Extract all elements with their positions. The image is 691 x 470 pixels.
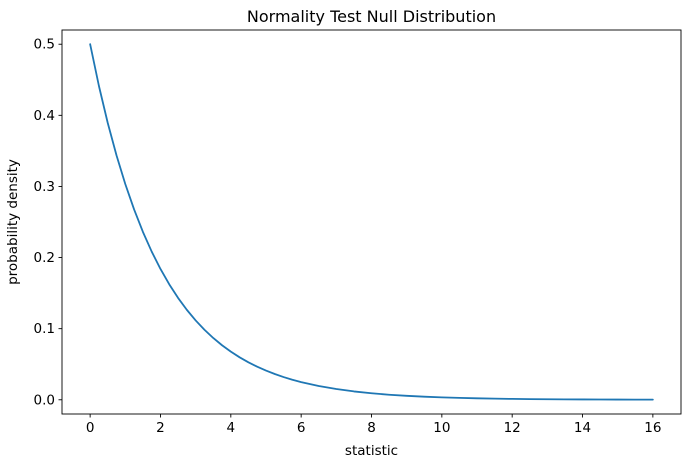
x-tick-label: 4 [227,420,236,436]
y-axis-label: probability density [5,159,21,285]
y-tick-label: 0.4 [34,108,55,124]
x-axis-label: statistic [345,443,398,459]
density-curve [89,43,654,401]
y-tick-label: 0.2 [34,250,55,266]
x-tick-label: 16 [644,420,661,436]
x-tick-label: 0 [86,420,95,436]
x-tick-label: 6 [297,420,306,436]
x-tick-label: 12 [504,420,521,436]
y-tick-label: 0.3 [34,179,55,195]
x-tick-label: 2 [156,420,165,436]
x-tick-label: 14 [574,420,591,436]
y-tick-label: 0.0 [34,392,55,408]
plot-area: 0 2 4 6 8 10 12 14 16 0.0 0.1 0.2 0.3 0.4 0.5 [34,29,682,436]
x-tick-label: 10 [433,420,450,436]
y-tick-label: 0.5 [34,37,55,53]
axes-spines [61,29,682,415]
y-tick-label: 0.1 [34,321,55,337]
x-tick-label: 8 [367,420,376,436]
chart-title: Normality Test Null Distribution [247,7,496,26]
